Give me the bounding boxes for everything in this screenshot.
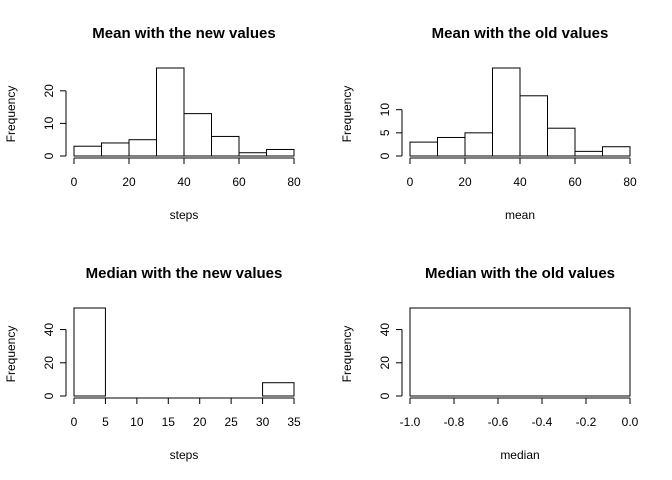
- x-tick-label: 60: [232, 175, 246, 189]
- x-tick-label: 5: [102, 415, 109, 429]
- y-tick-label: 0: [378, 392, 392, 399]
- y-tick-label: 20: [378, 356, 392, 370]
- x-tick-label: 0.0: [622, 415, 639, 429]
- x-axis-label: steps: [170, 448, 199, 462]
- y-axis-label: Frequency: [340, 86, 354, 143]
- histogram-bar: [156, 67, 185, 157]
- x-tick-label: 0: [407, 175, 414, 189]
- histogram-bar: [602, 146, 631, 157]
- histogram-bar: [574, 150, 603, 157]
- histogram-bar: [128, 139, 157, 157]
- x-tick-label: 25: [224, 415, 238, 429]
- panel-title: Mean with the new values: [92, 25, 275, 42]
- y-tick-label: 0: [42, 152, 56, 159]
- panel: Mean with the new values steps Frequency 0 2…: [4, 25, 301, 222]
- y-tick-label: 10: [378, 103, 392, 117]
- histogram-bar: [101, 142, 130, 157]
- x-tick-label: 20: [458, 175, 472, 189]
- histogram-bar: [409, 141, 438, 157]
- x-tick-label: 0: [71, 415, 78, 429]
- histogram-bar: [492, 67, 521, 157]
- panel-title: Mean with the old values: [432, 25, 609, 42]
- y-tick-label: 5: [378, 129, 392, 136]
- x-tick-label: 80: [623, 175, 637, 189]
- histogram-bar: [409, 307, 631, 397]
- x-axis-label: median: [500, 448, 539, 462]
- x-tick-label: -0.4: [532, 415, 553, 429]
- histogram-bar: [183, 113, 212, 157]
- y-axis-label: Frequency: [340, 326, 354, 383]
- histogram-bar: [262, 382, 295, 397]
- histogram-bar: [464, 132, 493, 157]
- histogram-bar: [211, 135, 240, 157]
- x-tick-label: -0.2: [576, 415, 597, 429]
- x-tick-label: 20: [122, 175, 136, 189]
- histogram-bar: [547, 127, 576, 157]
- y-tick-label: 40: [42, 323, 56, 337]
- x-tick-label: 40: [513, 175, 527, 189]
- panel: Mean with the old values mean Frequency 0 20…: [340, 25, 637, 222]
- y-tick-label: 40: [378, 323, 392, 337]
- x-axis-label: steps: [170, 208, 199, 222]
- x-tick-label: 15: [162, 415, 176, 429]
- y-tick-label: 0: [378, 152, 392, 159]
- x-tick-label: 20: [193, 415, 207, 429]
- histogram-bar: [73, 307, 106, 397]
- histogram-bar: [437, 136, 466, 157]
- panel: Median with the new values steps Frequency…: [4, 265, 301, 462]
- y-tick-label: 20: [42, 356, 56, 370]
- x-tick-label: -0.6: [488, 415, 509, 429]
- x-tick-label: 0: [71, 175, 78, 189]
- x-tick-label: -1.0: [400, 415, 421, 429]
- panel-title: Median with the old values: [425, 265, 615, 282]
- y-tick-label: 10: [42, 116, 56, 130]
- panel: Median with the old values median Frequenc…: [340, 265, 638, 462]
- histogram-bar: [238, 152, 267, 157]
- x-tick-label: 60: [568, 175, 582, 189]
- histogram-bar: [266, 148, 295, 157]
- x-tick-label: 40: [177, 175, 191, 189]
- x-tick-label: 35: [287, 415, 301, 429]
- x-tick-label: -0.8: [444, 415, 465, 429]
- x-tick-label: 80: [287, 175, 301, 189]
- x-axis-label: mean: [505, 208, 535, 222]
- histogram-bar: [73, 145, 102, 157]
- panel-title: Median with the new values: [86, 265, 283, 282]
- y-axis-label: Frequency: [4, 86, 18, 143]
- histogram-bar: [519, 95, 548, 157]
- x-tick-label: 30: [256, 415, 270, 429]
- y-tick-label: 0: [42, 392, 56, 399]
- y-axis-label: Frequency: [4, 326, 18, 383]
- y-tick-label: 20: [42, 84, 56, 98]
- x-tick-label: 10: [130, 415, 144, 429]
